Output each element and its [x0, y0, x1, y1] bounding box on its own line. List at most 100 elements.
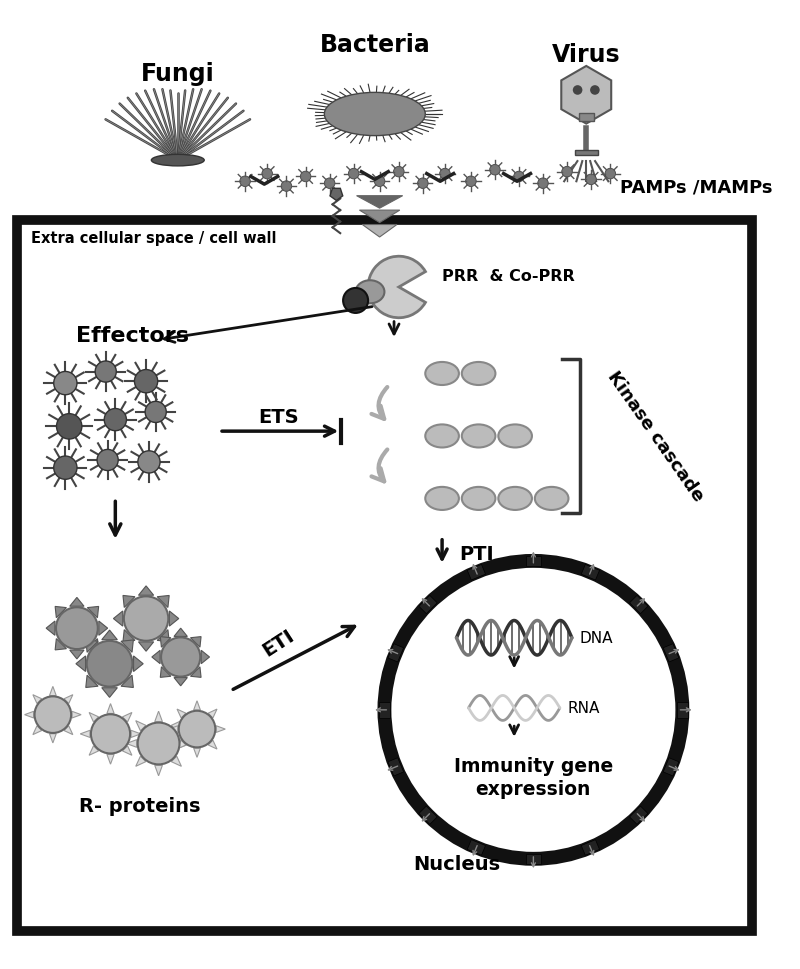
Circle shape [54, 372, 77, 395]
Wedge shape [368, 257, 426, 319]
Polygon shape [87, 607, 98, 618]
Circle shape [95, 361, 116, 383]
Ellipse shape [151, 155, 204, 167]
Circle shape [97, 450, 118, 471]
Circle shape [34, 697, 71, 734]
Text: Virus: Virus [552, 43, 621, 67]
Text: PAMPs /MAMPs: PAMPs /MAMPs [620, 178, 772, 196]
Circle shape [124, 597, 168, 641]
Polygon shape [190, 667, 201, 677]
Text: Effectors: Effectors [76, 326, 189, 346]
Polygon shape [107, 755, 114, 765]
Polygon shape [131, 731, 141, 737]
Circle shape [343, 289, 368, 314]
Polygon shape [663, 644, 679, 662]
Polygon shape [72, 711, 81, 718]
Polygon shape [216, 726, 226, 733]
Ellipse shape [355, 281, 385, 304]
Ellipse shape [426, 362, 459, 386]
Circle shape [54, 456, 77, 480]
Polygon shape [630, 596, 648, 614]
Polygon shape [388, 644, 403, 662]
Ellipse shape [498, 425, 532, 448]
Polygon shape [174, 629, 187, 637]
Ellipse shape [462, 362, 495, 386]
Text: Fungi: Fungi [141, 62, 214, 86]
Polygon shape [121, 641, 134, 652]
Polygon shape [169, 726, 178, 733]
Polygon shape [160, 637, 171, 647]
Polygon shape [121, 675, 134, 688]
Polygon shape [177, 709, 186, 718]
Circle shape [262, 170, 273, 179]
Circle shape [324, 178, 335, 189]
Polygon shape [154, 711, 162, 722]
Polygon shape [158, 596, 169, 608]
Text: ETS: ETS [258, 408, 299, 426]
Polygon shape [87, 639, 98, 650]
Polygon shape [171, 757, 182, 766]
Polygon shape [663, 758, 679, 776]
Polygon shape [123, 630, 135, 642]
Polygon shape [99, 621, 108, 636]
Polygon shape [154, 766, 162, 776]
Ellipse shape [426, 487, 459, 511]
Polygon shape [152, 650, 160, 664]
Polygon shape [194, 702, 200, 710]
Circle shape [562, 168, 572, 177]
Text: PRR  & Co-PRR: PRR & Co-PRR [442, 268, 575, 284]
Polygon shape [134, 656, 143, 672]
Polygon shape [138, 586, 154, 596]
Polygon shape [388, 758, 403, 776]
Circle shape [374, 176, 385, 187]
Polygon shape [202, 650, 210, 664]
Polygon shape [86, 641, 98, 652]
Polygon shape [208, 709, 217, 718]
Bar [578, 114, 594, 121]
Circle shape [178, 711, 215, 748]
Polygon shape [630, 806, 648, 825]
Polygon shape [359, 211, 400, 224]
Text: RNA: RNA [567, 701, 600, 716]
Circle shape [573, 86, 582, 96]
Circle shape [161, 638, 200, 677]
Polygon shape [50, 734, 56, 743]
Ellipse shape [324, 93, 426, 137]
Polygon shape [122, 713, 132, 722]
Circle shape [134, 370, 158, 393]
Text: Kinase cascade: Kinase cascade [603, 368, 707, 505]
Circle shape [104, 409, 126, 431]
Circle shape [57, 414, 82, 440]
Polygon shape [136, 757, 146, 766]
Polygon shape [70, 598, 84, 607]
Polygon shape [194, 748, 200, 758]
Circle shape [138, 452, 160, 474]
Polygon shape [107, 703, 114, 714]
Bar [18, 221, 751, 931]
Polygon shape [526, 556, 541, 567]
Polygon shape [174, 678, 187, 686]
Polygon shape [190, 637, 201, 647]
Circle shape [138, 723, 179, 765]
Polygon shape [102, 631, 118, 641]
Circle shape [86, 641, 133, 687]
Bar [574, 150, 598, 156]
Polygon shape [160, 667, 171, 677]
Circle shape [590, 86, 600, 96]
Circle shape [605, 170, 615, 179]
Circle shape [385, 561, 682, 859]
Ellipse shape [426, 425, 459, 448]
Polygon shape [89, 713, 98, 722]
Polygon shape [123, 596, 135, 608]
Circle shape [490, 166, 500, 175]
Polygon shape [33, 726, 42, 735]
Circle shape [145, 402, 166, 423]
Ellipse shape [535, 487, 569, 511]
Polygon shape [80, 731, 90, 737]
Polygon shape [86, 675, 98, 688]
Polygon shape [55, 607, 66, 618]
Text: ETI: ETI [259, 626, 298, 660]
Polygon shape [177, 740, 186, 749]
Polygon shape [55, 639, 66, 650]
Text: DNA: DNA [579, 631, 613, 645]
